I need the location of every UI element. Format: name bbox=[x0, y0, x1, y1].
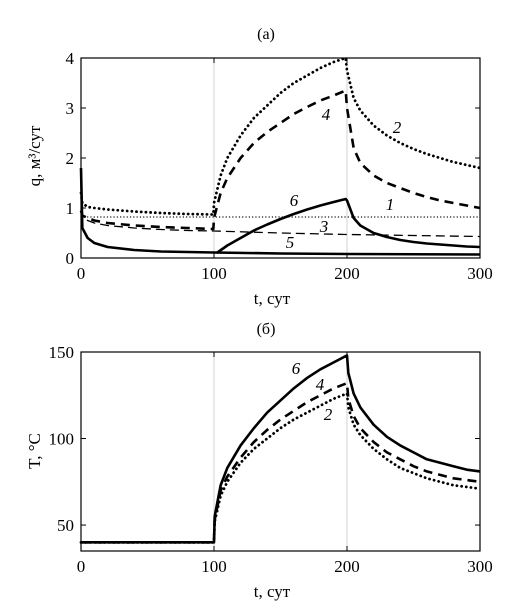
panel-b-reference-lines bbox=[213, 352, 348, 551]
y-tick-label: 2 bbox=[66, 149, 75, 168]
series-6-line bbox=[81, 354, 481, 544]
x-tick-label: 100 bbox=[201, 557, 227, 576]
series-4-line bbox=[81, 381, 481, 544]
series-3-label: 3 bbox=[319, 217, 329, 236]
x-tick-label: 200 bbox=[334, 557, 360, 576]
panel-a-plot-frame bbox=[80, 57, 481, 259]
y-tick-label: 100 bbox=[49, 430, 75, 449]
series-2-label: 2 bbox=[393, 118, 402, 137]
panel-b-series bbox=[79, 354, 482, 544]
panel-b-label: (б) bbox=[257, 321, 276, 338]
panel-a-label: (а) bbox=[257, 26, 275, 43]
series-1-label: 1 bbox=[386, 195, 395, 214]
y-tick-label: 50 bbox=[57, 516, 74, 535]
y-tick-label: 4 bbox=[66, 49, 75, 68]
panel-b-x-axis-label: t, сут bbox=[254, 582, 291, 601]
y-tick-label: 150 bbox=[49, 343, 75, 362]
x-tick-label: 200 bbox=[334, 264, 360, 283]
panel-a-y-axis-label: q, м³/сут bbox=[25, 125, 44, 186]
panel-a-series bbox=[79, 56, 482, 256]
series-5-label: 5 bbox=[286, 233, 295, 252]
x-tick-label: 100 bbox=[201, 264, 227, 283]
y-tick-label: 3 bbox=[66, 99, 75, 118]
series-3-line bbox=[80, 207, 481, 238]
y-tick-label: 1 bbox=[66, 199, 75, 218]
chart-panel-b: (б) 0 100 200 300 50 100 150 t, сут T, °C 64 2 bbox=[25, 321, 493, 601]
panel-b-plot-frame bbox=[80, 351, 481, 552]
chart-panel-a: (а) 0 100 200 300 0 1 2 3 4 t, сут q, м³/сут 1 2 3… bbox=[25, 26, 493, 308]
series-2-label: 2 bbox=[324, 405, 333, 424]
panel-a-x-axis-label: t, сут bbox=[254, 289, 291, 308]
x-tick-label: 0 bbox=[77, 264, 86, 283]
panel-a-ticks: 0 100 200 300 0 1 2 3 4 bbox=[66, 49, 493, 283]
series-6-line bbox=[215, 197, 481, 255]
series-6-label: 6 bbox=[292, 359, 301, 378]
panel-a-curve-labels: 1 2 3 4 5 6 bbox=[286, 105, 402, 252]
series-4-label: 4 bbox=[316, 375, 325, 394]
x-tick-label: 300 bbox=[467, 264, 493, 283]
series-2-line bbox=[79, 56, 482, 216]
panel-b-curve-labels: 64 2 bbox=[292, 359, 333, 424]
series-6-label: 6 bbox=[290, 191, 299, 210]
series-4-line bbox=[79, 89, 481, 231]
x-tick-label: 0 bbox=[77, 557, 86, 576]
y-tick-label: 0 bbox=[66, 249, 75, 268]
panel-b-y-axis-label: T, °C bbox=[25, 433, 44, 469]
series-2-line bbox=[79, 392, 482, 544]
panel-b-ticks: 0 100 200 300 50 100 150 bbox=[49, 343, 493, 576]
series-4-label: 4 bbox=[322, 105, 331, 124]
x-tick-label: 300 bbox=[467, 557, 493, 576]
